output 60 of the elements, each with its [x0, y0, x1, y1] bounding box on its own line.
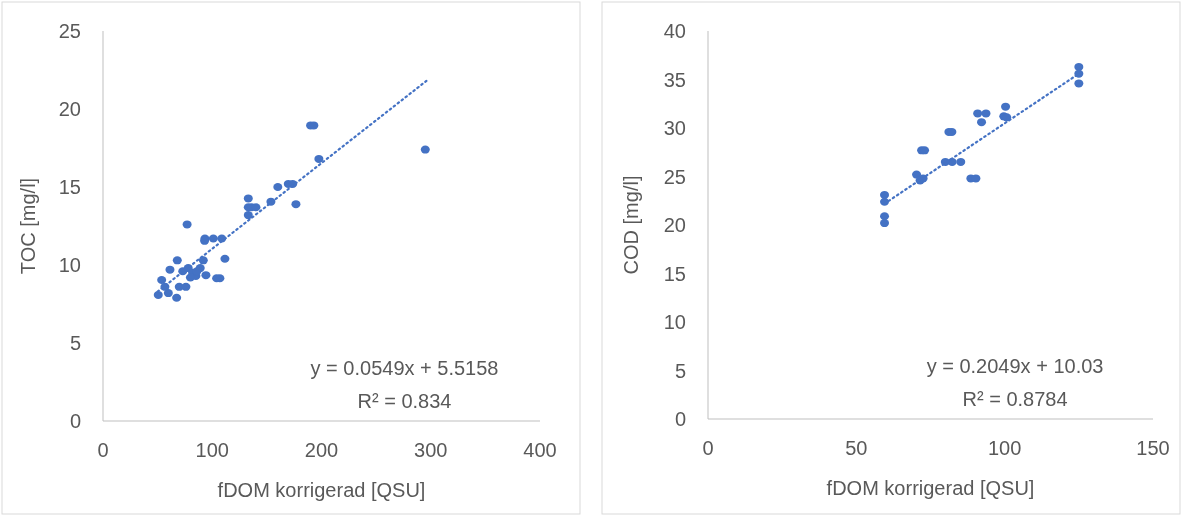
y-tick-label: 25 — [58, 20, 81, 42]
point — [201, 271, 211, 280]
point — [956, 157, 966, 166]
point — [977, 118, 987, 127]
y-tick-label: 25 — [663, 165, 686, 188]
x-axis-title: fDOM korrigerad [QSU] — [217, 479, 426, 501]
x-tick-label: 50 — [845, 437, 868, 459]
y-tick-label: 35 — [663, 68, 686, 91]
annotation: y = 0.2049x + 10.03 — [926, 355, 1104, 377]
y-tick-label: 0 — [674, 408, 686, 430]
x-axis-title: fDOM korrigerad [QSU] — [826, 477, 1035, 499]
point — [185, 273, 195, 282]
point — [220, 254, 230, 263]
x-tick-label: 300 — [414, 439, 448, 461]
x-tick-label: 200 — [304, 439, 339, 461]
y-axis-title: TOC [mg/l] — [17, 177, 39, 275]
point — [1074, 79, 1084, 88]
y-tick-label: 40 — [663, 20, 686, 42]
point — [153, 290, 163, 299]
annotation: y = 0.0549x + 5.5158 — [310, 357, 499, 379]
point — [181, 282, 191, 291]
point — [973, 109, 983, 118]
point — [208, 234, 218, 243]
x-tick-label: 100 — [987, 437, 1022, 459]
x-tick-label: 400 — [523, 439, 557, 461]
point — [163, 289, 173, 298]
point — [314, 154, 324, 163]
x-tick-label: 0 — [702, 437, 714, 459]
point — [420, 145, 430, 154]
x-tick-label: 150 — [1136, 437, 1170, 459]
point — [880, 219, 890, 228]
point — [172, 256, 182, 265]
point — [273, 183, 283, 191]
point — [165, 265, 175, 274]
point — [1001, 102, 1011, 111]
point — [1074, 62, 1084, 71]
y-tick-label: 10 — [663, 311, 686, 333]
x-tick-label: 0 — [97, 439, 109, 461]
y-tick-label: 15 — [663, 262, 686, 285]
x-tick-label: 100 — [195, 439, 229, 461]
point — [291, 200, 301, 209]
y-tick-label: 5 — [674, 359, 686, 382]
point — [157, 275, 167, 284]
y-axis-title: COD [mg/l] — [620, 175, 642, 275]
y-tick-label: 20 — [663, 214, 686, 236]
point — [172, 293, 182, 302]
point — [243, 194, 253, 203]
y-tick-label: 10 — [58, 254, 81, 276]
annotation: R² = 0.834 — [357, 390, 452, 412]
point — [182, 220, 192, 229]
y-tick-label: 5 — [69, 332, 81, 354]
point — [880, 190, 890, 199]
y-tick-label: 0 — [69, 410, 81, 432]
y-tick-label: 15 — [58, 176, 81, 198]
point — [981, 109, 991, 118]
annotation: R² = 0.8784 — [962, 388, 1068, 410]
y-tick-label: 30 — [663, 117, 686, 139]
point — [880, 212, 890, 221]
point — [243, 211, 253, 220]
y-tick-label: 20 — [58, 98, 81, 120]
